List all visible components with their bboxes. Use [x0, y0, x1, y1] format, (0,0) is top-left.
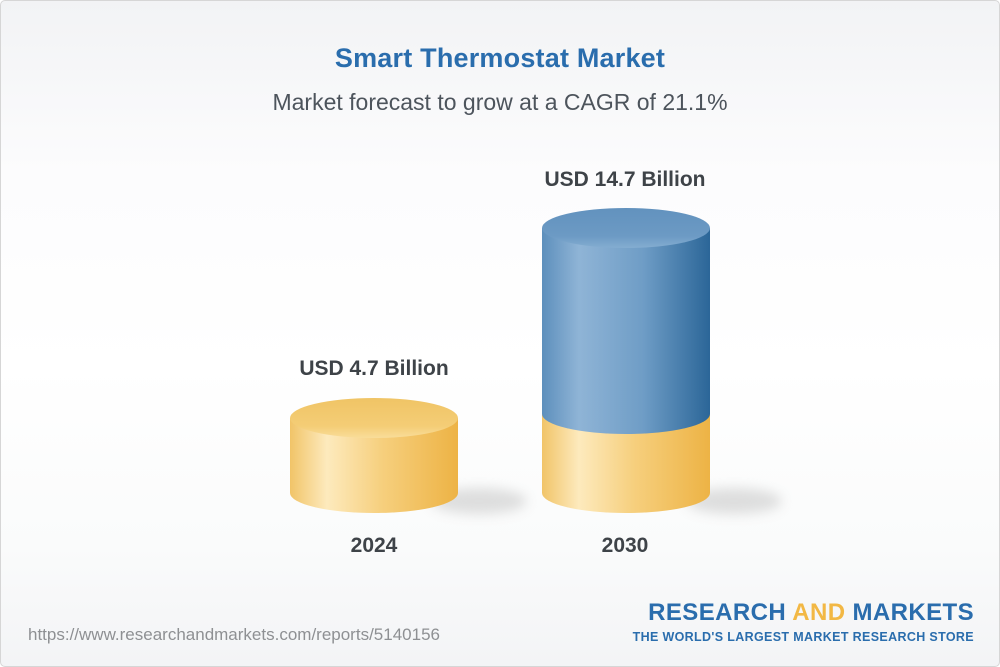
bar-2024-value-label: USD 4.7 Billion — [299, 357, 449, 380]
bar-2024-cylinder — [290, 398, 458, 513]
bar-2030-cylinder — [542, 208, 710, 513]
bar-2030-axis-label: 2030 — [601, 534, 649, 557]
logo-word-markets: MARKETS — [852, 599, 974, 626]
research-and-markets-logo: RESEARCH AND MARKETS THE WORLD'S LARGEST… — [633, 599, 974, 644]
bar-2030-value-label: USD 14.7 Billion — [544, 168, 706, 191]
logo-tagline: THE WORLD'S LARGEST MARKET RESEARCH STOR… — [632, 630, 974, 644]
page-title: Smart Thermostat Market — [334, 43, 666, 73]
page-subtitle: Market forecast to grow at a CAGR of 21.… — [272, 89, 728, 115]
source-url: https://www.researchandmarkets.com/repor… — [28, 625, 440, 644]
bar-2024-axis-label: 2024 — [350, 534, 398, 557]
logo-word-research: RESEARCH — [648, 599, 787, 626]
logo-wordmark: RESEARCH AND MARKETS — [633, 599, 974, 627]
logo-word-and: AND — [792, 599, 846, 626]
